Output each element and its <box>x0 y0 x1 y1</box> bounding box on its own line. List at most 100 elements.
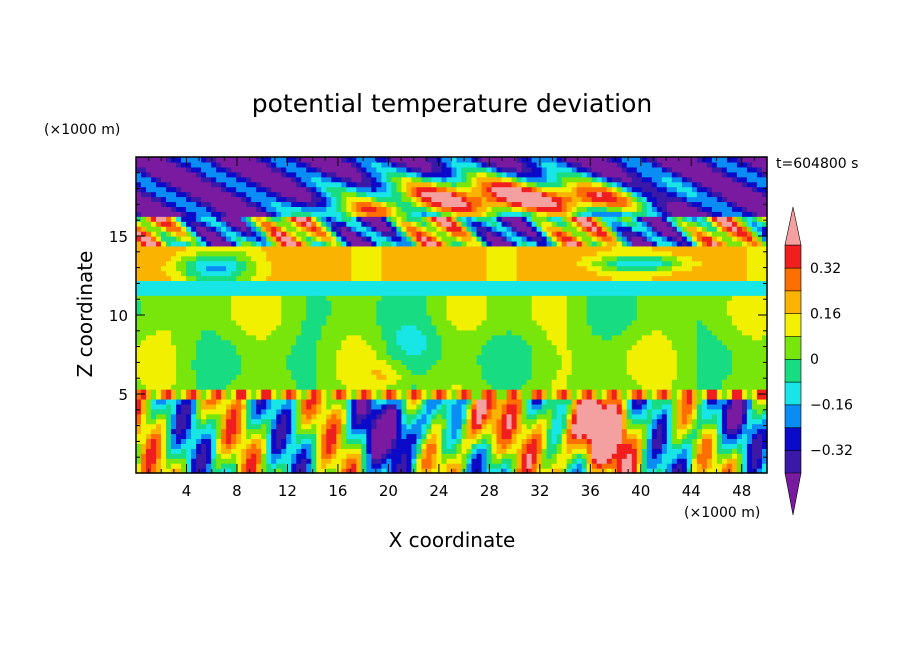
contour-cell <box>491 231 498 237</box>
contour-cell <box>246 408 252 415</box>
contour-cell <box>691 236 698 242</box>
contour-cell <box>621 458 633 464</box>
contour-cell <box>726 394 733 400</box>
contour-cell <box>346 384 387 390</box>
contour-cell <box>661 161 708 168</box>
contour-cell <box>256 270 272 277</box>
contour-cell <box>606 206 623 212</box>
contour-cell <box>561 468 568 474</box>
contour-cell <box>621 236 628 242</box>
contour-cell <box>586 300 638 306</box>
contour-cell <box>176 186 182 193</box>
contour-cell <box>441 394 448 400</box>
contour-cell <box>316 408 322 415</box>
contour-cell <box>666 334 698 341</box>
contour-cell <box>486 443 493 449</box>
contour-cell <box>561 181 568 188</box>
contour-cell <box>756 211 768 217</box>
contour-cell <box>416 196 423 203</box>
contour-cell <box>396 463 408 469</box>
contour-cell <box>261 453 267 459</box>
contour-cell <box>411 201 418 207</box>
contour-cell <box>531 364 563 370</box>
contour-cell <box>631 413 648 420</box>
contour-cell <box>341 403 347 410</box>
contour-cell <box>371 369 382 375</box>
contour-cell <box>191 398 197 405</box>
contour-cell <box>256 458 262 464</box>
contour-cell <box>146 408 152 415</box>
contour-cell <box>221 389 227 395</box>
contour-cell <box>151 463 157 469</box>
contour-cell <box>136 275 172 282</box>
contour-cell <box>481 349 533 356</box>
contour-cell <box>471 413 478 420</box>
contour-cell <box>331 176 342 183</box>
contour-cell <box>221 463 237 469</box>
contour-cell <box>641 334 668 341</box>
contour-cell <box>351 250 382 257</box>
contour-cell <box>386 359 403 365</box>
contour-cell <box>426 394 433 400</box>
contour-cell <box>726 310 768 316</box>
contour-cell <box>556 443 563 449</box>
contour-cell <box>696 394 703 400</box>
contour-cell <box>251 389 257 395</box>
contour-cell <box>321 433 327 440</box>
contour-cell <box>391 216 398 222</box>
contour-cell <box>451 191 458 198</box>
contour-cell <box>586 171 593 178</box>
contour-cell <box>426 240 438 247</box>
contour-cell <box>326 418 342 425</box>
contour-cell <box>296 216 307 222</box>
contour-cell <box>406 408 418 415</box>
contour-cell <box>351 394 357 400</box>
contour-cell <box>551 379 568 385</box>
contour-cell <box>201 221 207 227</box>
contour-cell <box>166 428 172 435</box>
contour-cell <box>201 448 207 454</box>
contour-cell <box>551 231 558 237</box>
contour-cell <box>451 161 478 168</box>
contour-cell <box>671 226 678 232</box>
contour-cell <box>681 394 688 400</box>
contour-cell <box>381 181 387 188</box>
contour-cell <box>531 394 538 400</box>
contour-cell <box>391 468 398 474</box>
contour-cell <box>641 206 648 212</box>
contour-cell <box>246 428 267 435</box>
contour-cell <box>271 329 302 336</box>
contour-cell <box>381 250 488 257</box>
contour-cell <box>696 226 703 232</box>
contour-cell <box>181 389 187 395</box>
contour-cell <box>411 458 418 464</box>
contour-cell <box>751 433 758 440</box>
contour-cell <box>331 240 337 247</box>
contour-cell <box>476 176 503 183</box>
contour-cell <box>151 176 157 183</box>
contour-cell <box>561 413 568 420</box>
contour-cell <box>651 443 663 449</box>
contour-cell <box>541 433 548 440</box>
contour-cell <box>311 403 317 410</box>
contour-cell <box>201 166 217 173</box>
contour-cell <box>391 191 403 198</box>
contour-cell <box>461 423 468 430</box>
contour-cell <box>196 398 202 405</box>
contour-cell <box>676 171 683 178</box>
contour-cell <box>426 408 433 415</box>
contour-cell <box>721 433 728 440</box>
contour-cell <box>616 389 623 395</box>
contour-cell <box>191 408 197 415</box>
contour-cell <box>271 221 277 227</box>
contour-cell <box>161 428 167 435</box>
contour-cell <box>591 216 598 222</box>
contour-cell <box>541 324 568 331</box>
contour-cell <box>536 181 563 188</box>
contour-cell <box>321 463 327 469</box>
contour-cell <box>521 413 528 420</box>
contour-cell <box>661 166 668 173</box>
contour-cell <box>731 468 738 474</box>
contour-cell <box>731 176 738 183</box>
contour-cell <box>556 191 578 198</box>
